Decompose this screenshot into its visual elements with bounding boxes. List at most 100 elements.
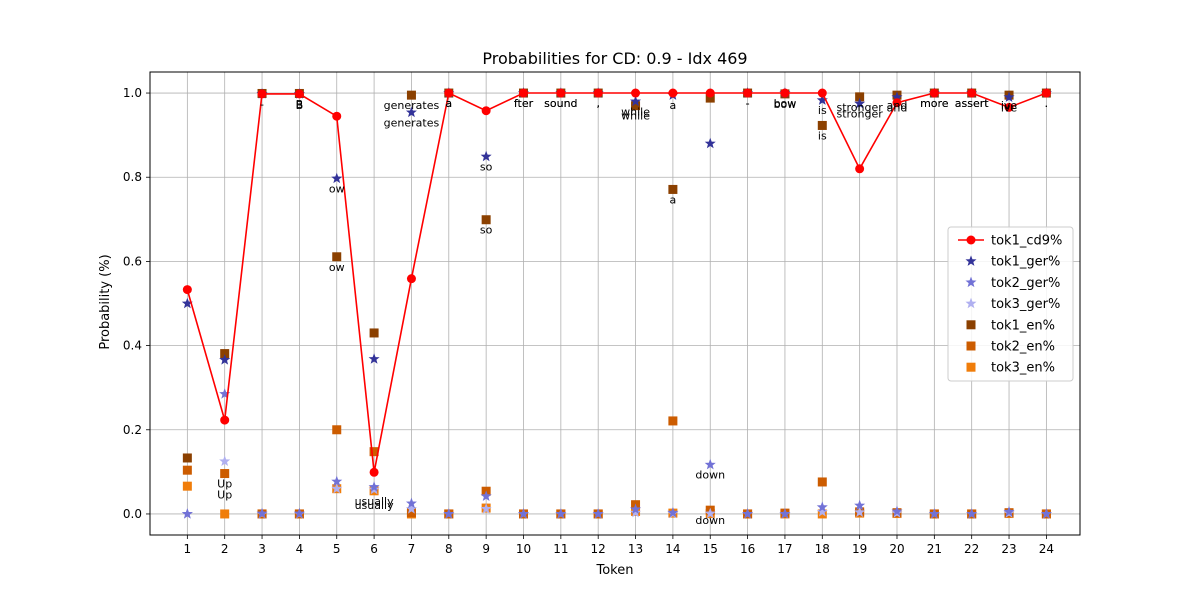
- x-tick-label: 22: [964, 542, 979, 556]
- tok2-en-point: [668, 416, 678, 426]
- data-label: generates: [384, 116, 440, 129]
- tok2-ger-point: [779, 508, 791, 519]
- y-tick-label: 0.0: [123, 507, 142, 521]
- tok1-en-point: [855, 92, 865, 102]
- tok3-ger-point: [480, 503, 492, 514]
- x-tick-label: 4: [296, 542, 304, 556]
- legend-marker: [966, 320, 976, 330]
- tok1-cd9-point: [406, 274, 416, 284]
- x-tick-label: 24: [1039, 542, 1054, 556]
- tok2-ger-point: [816, 501, 828, 512]
- y-tick-label: 1.0: [123, 86, 142, 100]
- data-label: ive: [1001, 99, 1018, 112]
- data-label: ,: [596, 97, 600, 110]
- series-tok2-en: [182, 416, 1051, 519]
- data-label: bow: [774, 97, 797, 110]
- tok2-ger-point: [256, 507, 268, 519]
- data-label: a: [670, 99, 677, 112]
- tok1-cd9-point: [294, 89, 304, 99]
- data-label: sound: [544, 97, 577, 110]
- data-label: ,: [596, 97, 600, 110]
- x-tick-label: 18: [815, 542, 830, 556]
- tok1-ger-point: [405, 106, 417, 118]
- tok2-ger-point: [480, 490, 492, 501]
- data-label: .: [1045, 97, 1049, 110]
- x-tick-label: 20: [889, 542, 904, 556]
- legend-label: tok2_ger%: [991, 276, 1060, 291]
- data-label: usually: [355, 495, 395, 508]
- data-label: assert: [955, 97, 989, 110]
- data-label: and: [887, 99, 908, 112]
- legend-marker: [966, 362, 976, 372]
- tok1-ger-point: [219, 354, 231, 365]
- tok1-cd9-point: [257, 89, 267, 99]
- data-label: assert: [955, 97, 989, 110]
- x-tick-label: 23: [1001, 542, 1016, 556]
- tok1-en-point: [668, 184, 678, 194]
- tok2-ger-point: [667, 506, 679, 518]
- data-label: is: [818, 129, 827, 142]
- tok1-cd9-point: [518, 88, 528, 98]
- plot-frame: [149, 71, 1081, 536]
- legend-marker: [965, 297, 977, 309]
- tok1-en-point: [406, 90, 416, 100]
- data-label: a: [445, 97, 452, 110]
- grid: [150, 72, 1080, 535]
- series: [181, 87, 1052, 519]
- x-tick-label: 9: [482, 542, 490, 556]
- legend-item-tok2-en: tok2_en%: [966, 340, 1055, 355]
- data-label: .: [1045, 97, 1049, 110]
- tok3-en-point: [220, 509, 230, 519]
- axes: 1 2 3 4 5 6 7 8 9 10 11 12 13 14 15 16 17 18 19 20 21 22 23 240…: [123, 86, 1054, 556]
- x-tick-label: 1: [184, 542, 192, 556]
- series-tok1-ger: [181, 87, 1052, 365]
- data-label: so: [480, 161, 493, 174]
- x-tick-label: 8: [445, 542, 453, 556]
- legend-box: [947, 226, 1074, 382]
- series-tok3-ger: [181, 455, 1052, 519]
- y-tick-label: 0.8: [123, 170, 142, 184]
- tok1-cd9-point: [220, 415, 230, 425]
- tok1-en-point: [705, 93, 715, 103]
- x-tick-label: 12: [591, 542, 606, 556]
- tok3-en-point: [182, 481, 192, 491]
- y-tick-label: 0.6: [123, 254, 142, 268]
- tok1-cd9-point: [1004, 102, 1014, 112]
- tok1-cd9-point: [743, 88, 753, 98]
- tok1-en-point: [481, 215, 491, 225]
- tok2-ger-point: [368, 481, 380, 492]
- data-label: and: [887, 101, 908, 114]
- tok1-ger-point: [331, 172, 343, 184]
- data-label: stronger: [836, 101, 883, 114]
- tok2-ger-point: [630, 503, 642, 515]
- tok1-ger-point: [1003, 91, 1015, 102]
- tok2-ger-point: [891, 505, 903, 517]
- tok1-en-point: [631, 101, 641, 111]
- x-tick-label: 13: [628, 542, 643, 556]
- data-label: -: [746, 97, 750, 110]
- tok1-cd9-point: [593, 88, 603, 98]
- tok2-ger-point: [181, 508, 193, 519]
- tok1-cd9-point: [481, 106, 491, 116]
- x-tick-label: 14: [665, 542, 680, 556]
- legend-item-tok3-en: tok3_en%: [966, 361, 1055, 376]
- tok2-en-point: [182, 465, 192, 475]
- x-tick-label: 7: [408, 542, 416, 556]
- chart-title: Probabilities for CD: 0.9 - Idx 469: [482, 49, 747, 68]
- tok1-cd9-point: [668, 88, 678, 98]
- tok1-en-point: [220, 349, 230, 359]
- legend-marker: [966, 341, 976, 351]
- tok3-ger-point: [219, 455, 231, 467]
- series-tok1-cd9: [182, 88, 1051, 477]
- x-tick-label: 21: [927, 542, 942, 556]
- tok1-cd9-point: [369, 467, 379, 477]
- tok3-ger-point: [405, 503, 417, 514]
- data-label: B: [296, 99, 304, 112]
- tok1-cd9-point: [929, 88, 939, 98]
- tok1-cd9-point: [780, 88, 790, 98]
- data-label: ow: [329, 261, 345, 274]
- data-label: usually: [355, 499, 395, 512]
- tok2-ger-point: [219, 388, 231, 399]
